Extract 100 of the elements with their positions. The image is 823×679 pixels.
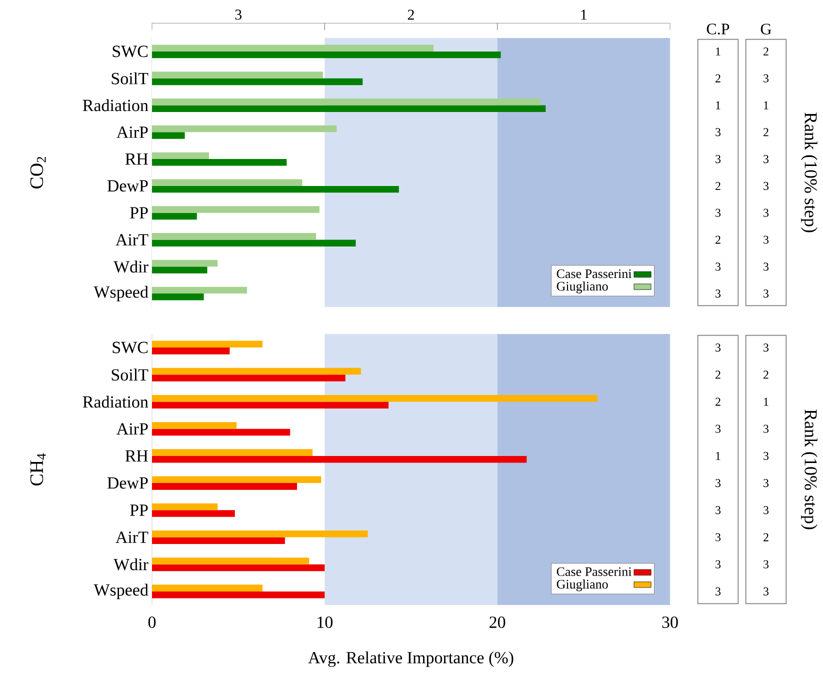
bar bbox=[152, 402, 389, 409]
bar bbox=[152, 72, 323, 78]
legend-label: Giugliano bbox=[556, 282, 608, 294]
x-tick-label: 20 bbox=[490, 616, 506, 628]
bar bbox=[152, 394, 598, 402]
bar bbox=[152, 152, 209, 160]
y-tick-label: AirP bbox=[116, 423, 148, 434]
bar bbox=[152, 584, 263, 592]
y-tick-label: SoilT bbox=[112, 368, 148, 381]
text: 3 bbox=[716, 128, 721, 136]
bar bbox=[152, 449, 313, 456]
bar bbox=[152, 591, 325, 598]
y-tick-label: AirT bbox=[116, 234, 148, 246]
bar bbox=[152, 348, 230, 354]
y-axis-title: CH$_{4}$ bbox=[30, 453, 46, 486]
text: 1 bbox=[764, 101, 768, 110]
text: 1 bbox=[716, 47, 720, 56]
y-axis-title: CO$_{2}$ bbox=[30, 156, 46, 188]
bar bbox=[152, 44, 434, 52]
y-tick-label: DewP bbox=[107, 180, 148, 192]
text: 3 bbox=[764, 155, 769, 164]
text: 3 bbox=[716, 262, 721, 271]
legend-label: Case Passerini bbox=[556, 567, 632, 576]
text: 2 bbox=[716, 398, 720, 406]
bar bbox=[152, 105, 546, 112]
text: 3 bbox=[716, 208, 721, 217]
band-label: 2 bbox=[408, 10, 414, 20]
text: 3 bbox=[716, 344, 721, 352]
text: 3 bbox=[764, 182, 769, 190]
bar bbox=[152, 537, 285, 544]
text: 3 bbox=[764, 452, 769, 460]
category-label: G bbox=[760, 24, 772, 34]
text: 3 bbox=[764, 506, 769, 514]
text: Rank (10% step) bbox=[801, 112, 818, 232]
text: 3 bbox=[764, 560, 769, 568]
text: 3 bbox=[764, 479, 769, 488]
y-tick-label: DewP bbox=[107, 477, 148, 489]
y-tick-label: PP bbox=[130, 207, 148, 218]
x-tick-label: 10 bbox=[318, 616, 333, 628]
bar bbox=[152, 374, 346, 382]
y-tick-label: RH bbox=[125, 450, 148, 462]
text: 2 bbox=[764, 128, 768, 136]
y-tick-label: Radiation bbox=[82, 396, 148, 408]
text: 3 bbox=[716, 587, 721, 596]
text: 1 bbox=[764, 398, 768, 406]
band-label: 1 bbox=[581, 10, 587, 20]
text: 1 bbox=[716, 101, 720, 110]
text: 2 bbox=[716, 182, 720, 190]
y-tick-label: Wdir bbox=[114, 260, 148, 273]
bar bbox=[152, 78, 363, 86]
y-tick-label: RH bbox=[125, 153, 148, 165]
text: 3 bbox=[716, 479, 721, 488]
bar bbox=[152, 206, 320, 213]
y-tick-label: Wspeed bbox=[94, 286, 148, 302]
y-tick-label: SWC bbox=[112, 342, 148, 354]
text: 2 bbox=[716, 74, 720, 82]
y-tick-label: Radiation bbox=[82, 99, 148, 112]
bar bbox=[152, 456, 527, 463]
bar bbox=[152, 132, 185, 139]
x-axis-title: Avg. Relative Importance (%) bbox=[308, 651, 514, 667]
bar bbox=[152, 422, 237, 429]
text: 3 bbox=[716, 560, 721, 568]
text: 3 bbox=[764, 74, 769, 82]
text: 3 bbox=[764, 424, 769, 433]
bar bbox=[152, 260, 218, 267]
bar bbox=[152, 125, 337, 132]
bar bbox=[152, 530, 368, 538]
x-tick-label: 0 bbox=[148, 616, 156, 628]
text: 3 bbox=[716, 155, 721, 164]
y-tick-label: Wdir bbox=[114, 558, 148, 570]
y-tick-label: SWC bbox=[112, 46, 148, 58]
y-tick-label: PP bbox=[130, 504, 148, 516]
text: 3 bbox=[716, 506, 721, 514]
bar bbox=[152, 240, 356, 246]
text: 3 bbox=[764, 236, 769, 244]
text: 3 bbox=[716, 533, 721, 542]
y-tick-label: AirT bbox=[116, 532, 148, 543]
x-tick-label: 30 bbox=[662, 616, 678, 628]
text: 2 bbox=[716, 236, 720, 244]
text: 2 bbox=[716, 370, 720, 379]
y-tick-label: AirP bbox=[116, 126, 148, 138]
legend-label: Case Passerini bbox=[556, 269, 632, 278]
text: 2 bbox=[764, 370, 768, 379]
bar bbox=[152, 428, 290, 436]
bar bbox=[152, 476, 322, 484]
bar bbox=[152, 233, 316, 240]
bar bbox=[152, 266, 208, 274]
text: 2 bbox=[764, 47, 768, 56]
bar bbox=[152, 503, 218, 510]
y-tick-label: SoilT bbox=[112, 72, 148, 84]
bar bbox=[152, 179, 302, 186]
text: 3 bbox=[764, 262, 769, 271]
band-label: 3 bbox=[235, 10, 242, 20]
category-label: C.P bbox=[706, 24, 730, 34]
text: 3 bbox=[764, 344, 769, 352]
bar bbox=[152, 212, 197, 220]
bar bbox=[152, 368, 361, 375]
bar bbox=[152, 286, 247, 294]
y-tick-label: Wspeed bbox=[94, 584, 148, 600]
bar bbox=[152, 510, 235, 517]
